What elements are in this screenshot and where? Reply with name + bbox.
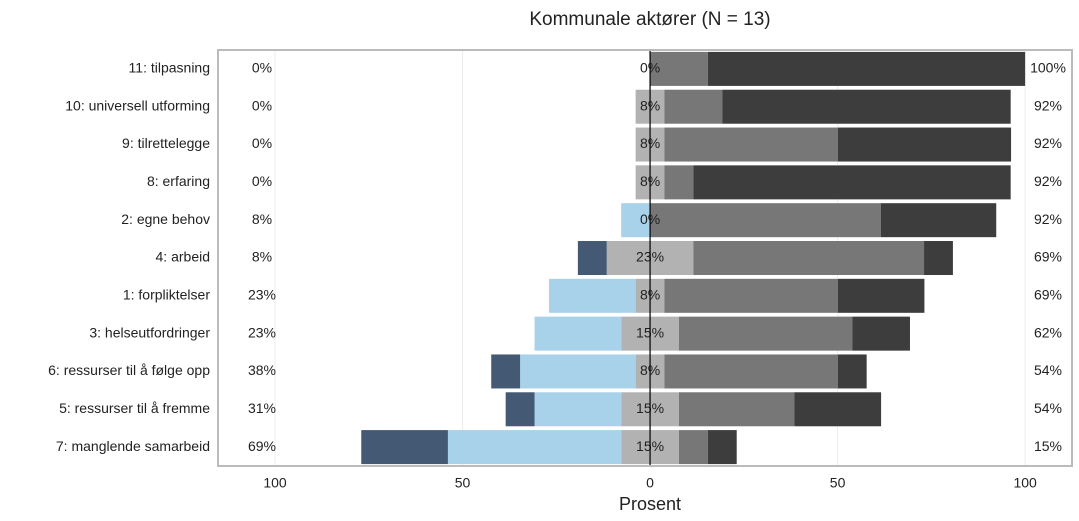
left-label: 8% bbox=[252, 211, 272, 227]
bar-segment bbox=[650, 203, 881, 238]
bar-segment bbox=[852, 316, 910, 351]
right-label: 62% bbox=[1034, 324, 1062, 340]
bar-segment bbox=[447, 430, 622, 465]
bar-segment bbox=[505, 392, 535, 427]
left-label: 8% bbox=[252, 249, 272, 265]
bar-segment bbox=[534, 392, 622, 427]
left-label: 38% bbox=[248, 362, 276, 378]
left-label: 31% bbox=[248, 400, 276, 416]
bar-segment bbox=[794, 392, 882, 427]
y-tick-label: 10: universell utforming bbox=[65, 97, 210, 113]
right-label: 69% bbox=[1034, 249, 1062, 265]
right-label: 54% bbox=[1034, 362, 1062, 378]
bar-segment bbox=[664, 165, 694, 200]
bar-segment bbox=[924, 241, 953, 275]
x-tick-label: 100 bbox=[263, 475, 287, 491]
bar-segment bbox=[678, 430, 708, 465]
left-label: 0% bbox=[252, 60, 272, 76]
y-tick-label: 9: tilrettelegge bbox=[122, 135, 210, 151]
bar-segment bbox=[880, 203, 997, 238]
left-label: 0% bbox=[252, 173, 272, 189]
y-tick-label: 4: arbeid bbox=[156, 249, 210, 265]
x-axis-label: Prosent bbox=[619, 494, 681, 514]
y-tick-label: 8: erfaring bbox=[147, 173, 210, 189]
x-tick-label: 50 bbox=[455, 475, 471, 491]
x-tick-label: 0 bbox=[646, 475, 654, 491]
right-label: 54% bbox=[1034, 400, 1062, 416]
bar-segment bbox=[707, 51, 1026, 86]
y-tick-label: 5: ressurser til å fremme bbox=[59, 400, 210, 416]
chart-title: Kommunale aktører (N = 13) bbox=[529, 9, 770, 30]
bar-segment bbox=[361, 430, 448, 465]
bar-segment bbox=[678, 316, 853, 351]
right-label: 92% bbox=[1034, 97, 1062, 113]
bar-segment bbox=[693, 165, 1011, 200]
bar-segment bbox=[722, 89, 1011, 124]
left-label: 23% bbox=[248, 324, 276, 340]
bar-segment bbox=[693, 241, 925, 275]
x-tick-label: 50 bbox=[830, 475, 846, 491]
bar-segment bbox=[548, 278, 636, 313]
bar-segment bbox=[650, 51, 708, 86]
y-tick-label: 7: manglende samarbeid bbox=[56, 438, 210, 454]
bar-segment bbox=[534, 316, 622, 351]
bar-segment bbox=[837, 127, 1012, 162]
y-tick-label: 11: tilpasning bbox=[129, 60, 210, 76]
bar-segment bbox=[664, 89, 723, 124]
left-label: 0% bbox=[252, 135, 272, 151]
right-label: 92% bbox=[1034, 173, 1062, 189]
y-tick-label: 6: ressurser til å følge opp bbox=[48, 362, 210, 378]
y-tick-label: 3: helseutfordringer bbox=[89, 324, 210, 340]
bar-segment bbox=[664, 127, 838, 162]
left-label: 0% bbox=[252, 97, 272, 113]
y-tick-label: 1: forpliktelser bbox=[123, 287, 210, 303]
right-label: 69% bbox=[1034, 287, 1062, 303]
panel-border bbox=[217, 49, 1073, 467]
right-label: 92% bbox=[1034, 211, 1062, 227]
bar-segment bbox=[664, 278, 838, 313]
left-label: 69% bbox=[248, 438, 276, 454]
bar-segment bbox=[664, 354, 838, 389]
bar-segment bbox=[707, 430, 737, 465]
right-label: 92% bbox=[1034, 135, 1062, 151]
right-label: 100% bbox=[1030, 60, 1066, 76]
bar-segment bbox=[837, 278, 925, 313]
bar-segment bbox=[837, 354, 867, 389]
bar-segment bbox=[577, 241, 607, 275]
y-tick-label: 2: egne behov bbox=[121, 211, 210, 227]
x-tick-label: 100 bbox=[1013, 475, 1037, 491]
bar-segment bbox=[621, 203, 651, 238]
right-label: 15% bbox=[1034, 438, 1062, 454]
bar-segment bbox=[678, 392, 795, 427]
bar-segment bbox=[491, 354, 521, 389]
left-label: 23% bbox=[248, 287, 276, 303]
bar-segment bbox=[520, 354, 636, 389]
